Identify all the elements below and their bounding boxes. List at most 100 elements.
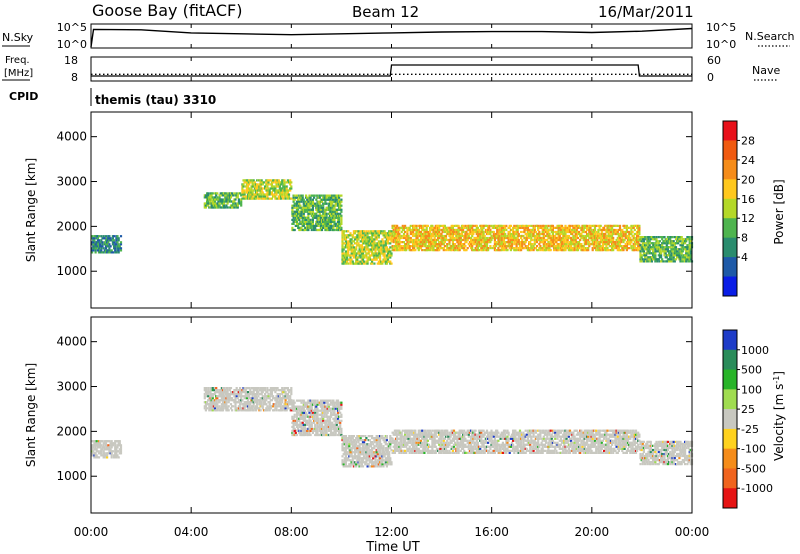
power-cell: [219, 206, 222, 209]
power-cell: [673, 250, 676, 253]
power-cell: [455, 236, 458, 240]
power-cell: [270, 197, 273, 200]
power-cell: [324, 218, 327, 221]
power-cell: [447, 247, 450, 250]
power-cell: [365, 252, 368, 255]
power-cell: [669, 240, 672, 243]
velocity-cell: [225, 395, 228, 398]
power-cell: [612, 230, 615, 234]
power-cell: [425, 234, 428, 238]
power-cell: [560, 247, 564, 250]
power-cell: [663, 236, 666, 239]
power-cell: [671, 244, 674, 247]
power-cell: [481, 236, 484, 240]
power-cell: [349, 244, 352, 247]
power-cell: [382, 240, 385, 243]
power-cell: [319, 216, 322, 219]
power-cell: [306, 200, 309, 203]
power-cell: [438, 243, 441, 246]
power-cell: [419, 226, 423, 229]
power-cell: [438, 249, 441, 252]
power-cell: [584, 249, 587, 252]
power-cell: [292, 212, 295, 215]
power-cell: [369, 230, 373, 233]
power-cell: [317, 214, 320, 217]
velocity-cell: [290, 393, 293, 396]
velocity-cell: [285, 397, 288, 400]
velocity-cell: [291, 417, 294, 420]
power-cell: [689, 246, 692, 249]
power-cell: [541, 228, 544, 232]
power-cell: [669, 254, 672, 257]
power-cell: [300, 222, 303, 225]
velocity-cell: [310, 427, 313, 430]
power-cell: [351, 234, 354, 237]
velocity-cell: [101, 454, 104, 457]
velocity-cell: [284, 407, 287, 410]
power-cell: [246, 197, 250, 200]
power-cell: [282, 189, 285, 192]
power-cell: [342, 252, 345, 255]
power-cell: [532, 232, 535, 236]
power-cell: [629, 236, 632, 240]
power-cell: [496, 249, 499, 252]
power-cell: [390, 254, 393, 257]
power-cell: [582, 234, 585, 238]
power-cell: [548, 245, 551, 248]
power-cell: [374, 232, 377, 235]
power-cell: [581, 228, 584, 232]
power-cell: [294, 196, 297, 199]
velocity-cell: [213, 403, 217, 406]
power-cell: [640, 246, 643, 249]
power-cell: [597, 241, 600, 244]
power-cell: [524, 232, 527, 236]
power-cell: [595, 234, 598, 238]
velocity-cell: [221, 407, 225, 410]
power-cell: [454, 228, 457, 232]
velocity-cell: [218, 401, 221, 404]
velocity-cell: [265, 399, 268, 402]
velocity-cell: [97, 456, 101, 459]
power-cell: [294, 210, 297, 213]
power-cell: [566, 234, 569, 238]
velocity-cell: [118, 442, 121, 445]
power-cell: [681, 240, 684, 243]
velocity-cell: [320, 427, 324, 430]
power-cell: [637, 241, 640, 244]
velocity-cell: [216, 405, 219, 408]
power-cell: [276, 179, 279, 182]
power-cell: [226, 206, 229, 209]
power-cell: [548, 234, 551, 238]
power-cell: [374, 252, 377, 255]
power-cell: [398, 232, 401, 236]
power-cell: [661, 242, 664, 245]
velocity-cell: [225, 391, 228, 394]
power-cell: [557, 226, 560, 229]
velocity-cell: [306, 419, 309, 422]
velocity-cell: [243, 387, 246, 390]
power-cell: [335, 216, 338, 219]
power-cell: [632, 238, 635, 242]
power-cell: [575, 232, 578, 236]
power-cell: [107, 237, 110, 240]
power-cell: [545, 234, 548, 238]
power-cell: [297, 222, 300, 225]
power-cell: [308, 194, 311, 197]
power-cell: [348, 258, 351, 261]
power-cell: [407, 238, 410, 242]
power-cell: [483, 241, 486, 244]
power-cell: [495, 241, 498, 244]
power-cell: [292, 222, 295, 225]
power-cell: [628, 226, 631, 229]
power-cell: [413, 245, 416, 248]
power-cell: [223, 206, 226, 209]
power-cell: [375, 256, 378, 259]
power-cell: [600, 236, 603, 240]
velocity-cell: [117, 450, 120, 453]
velocity-cell: [244, 389, 247, 392]
power-cell: [671, 236, 674, 239]
power-cell: [672, 240, 675, 243]
velocity-cell: [215, 387, 218, 390]
power-cell: [505, 228, 508, 232]
power-cell: [472, 228, 475, 232]
